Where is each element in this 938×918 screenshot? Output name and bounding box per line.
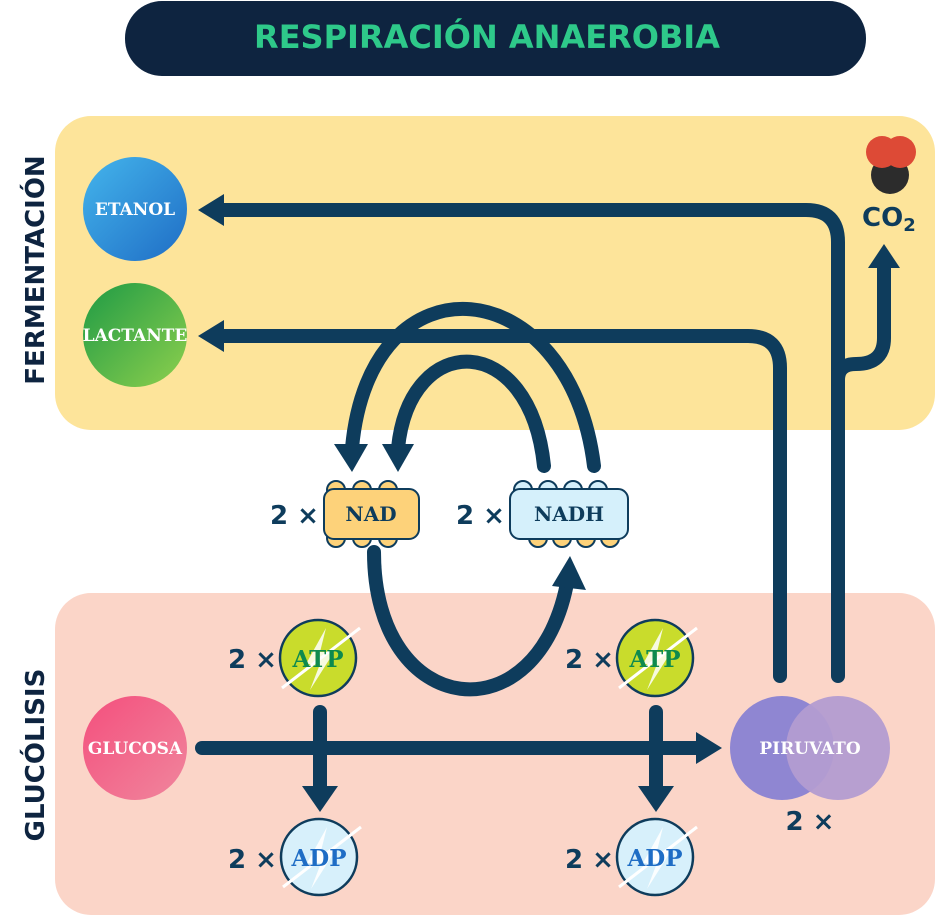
glucosa-node: GLUCOSA <box>83 696 187 800</box>
arrow-nadh-nad-inner <box>382 354 551 473</box>
fermentation-label: FERMENTACIÓN <box>19 155 51 384</box>
adp-left-slash <box>282 825 362 889</box>
nadh-multiplier: 2 × <box>456 501 505 531</box>
arrow-nadh-nad-outer <box>334 301 601 473</box>
atp-right-node: ATP <box>615 618 698 698</box>
glucosa-label: GLUCOSA <box>88 739 183 759</box>
etanol-node: ETANOL <box>83 157 187 261</box>
adp-right-multiplier: 2 × <box>565 845 614 875</box>
atp-right-slash <box>618 626 698 690</box>
lactante-node: LACTANTE <box>83 283 188 387</box>
atp-left-label: ATP <box>292 646 344 673</box>
arrow-piruvato-etanol <box>198 194 845 683</box>
arrow-glucosa-piruvato <box>195 732 722 764</box>
glycolysis-label: GLUCÓLISIS <box>19 669 51 842</box>
piruvato-label: PIRUVATO <box>759 739 860 759</box>
nadh-node: NADH <box>509 480 629 548</box>
page-title: RESPIRACIÓN ANAEROBIA <box>254 17 720 56</box>
adp-left-node: ADP <box>279 817 362 897</box>
adp-right-slash <box>618 825 698 889</box>
adp-right-label: ADP <box>626 845 682 872</box>
atp-left-slash <box>281 626 361 690</box>
fermentation-panel <box>55 116 935 430</box>
piruvato-multiplier: 2 × <box>786 807 835 837</box>
arrow-piruvato-lactante <box>198 320 787 683</box>
atp-right-multiplier: 2 × <box>565 645 614 675</box>
lactante-label: LACTANTE <box>83 326 188 346</box>
adp-left-multiplier: 2 × <box>228 845 277 875</box>
arrow-atp-adp-right <box>638 705 674 812</box>
nad-node: NAD <box>323 480 420 548</box>
arrow-piruvato-co2 <box>831 244 900 387</box>
nadh-label: NADH <box>534 502 604 526</box>
co2-node: CO2 <box>862 136 916 236</box>
piruvato-molecule-front <box>786 696 890 800</box>
nad-label: NAD <box>345 502 396 526</box>
arrow-atp-adp-left <box>302 705 338 812</box>
title-bar <box>125 1 866 76</box>
nad-multiplier: 2 × <box>270 501 319 531</box>
co2-oxygen-atom-2 <box>884 136 916 168</box>
co2-label: CO2 <box>862 203 916 236</box>
adp-right-node: ADP <box>615 817 698 897</box>
adp-left-label: ADP <box>290 845 346 872</box>
atp-right-label: ATP <box>629 646 681 673</box>
piruvato-node: PIRUVATO <box>730 696 890 800</box>
atp-left-node: ATP <box>278 618 361 698</box>
atp-left-multiplier: 2 × <box>228 645 277 675</box>
arrow-nad-nadh <box>367 545 586 697</box>
etanol-label: ETANOL <box>95 200 175 220</box>
